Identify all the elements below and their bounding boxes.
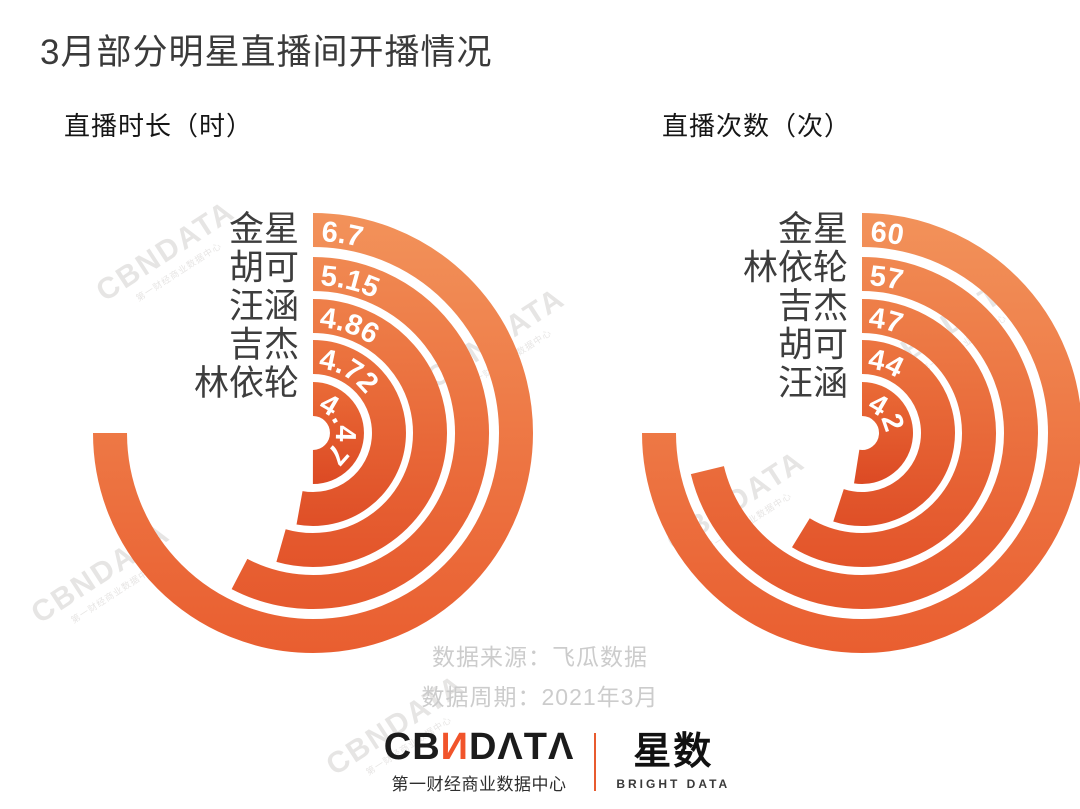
bar-category-label: 吉杰: [229, 326, 299, 365]
cbndata-logo-wordmark: CBИDΛTΛ: [384, 728, 575, 766]
bar-category-label: 林依轮: [194, 364, 299, 403]
bar-category-label: 金星: [778, 210, 848, 249]
radial-bar: [854, 382, 913, 484]
bar-category-label: 汪涵: [778, 364, 848, 403]
cbndata-logo-prefix: CB: [383, 726, 441, 768]
bar-category-label: 吉杰: [778, 287, 848, 326]
page-title: 3月部分明星直播间开播情况: [40, 33, 493, 72]
bar-value-label: 57: [868, 260, 906, 297]
radial-bar: [792, 299, 996, 567]
radial-bar: [93, 213, 533, 653]
radial-bar: [833, 340, 955, 526]
bar-category-label: 金星: [229, 210, 299, 249]
logo-divider: [594, 732, 597, 791]
bar-value-label: 60: [869, 216, 906, 252]
bar-category-label: 胡可: [229, 249, 299, 288]
count-chart-title: 直播次数（次）: [662, 112, 852, 141]
radial-bar: [231, 257, 489, 609]
data-source-note: 数据来源：飞瓜数据: [432, 644, 648, 670]
cbndata-logo-n: И: [440, 726, 469, 768]
cbndata-logo-subtitle: 第一财经商业数据中心: [391, 775, 567, 794]
radial-bar: [296, 340, 406, 526]
star-logo-subtitle: BRIGHT DATA: [616, 776, 731, 791]
radial-bar: [690, 257, 1038, 609]
bar-category-label: 汪涵: [229, 287, 299, 326]
duration-chart-title: 直播时长（时）: [64, 112, 254, 141]
footer-branding: CBИDΛTΛ 第一财经商业数据中心 星数 BRIGHT DATA: [17, 728, 1080, 795]
bar-category-label: 胡可: [778, 326, 848, 365]
radial-bar: [311, 382, 364, 484]
star-logo: 星数 BRIGHT DATA: [616, 733, 730, 791]
cbndata-logo-suffix: DΛTΛ: [468, 726, 575, 768]
radial-bar: [276, 299, 447, 567]
bar-category-label: 林依轮: [743, 249, 848, 288]
star-logo-name: 星数: [633, 730, 714, 773]
cbndata-logo: CBИDΛTΛ 第一财经商业数据中心: [384, 728, 575, 795]
data-period-note: 数据周期：2021年3月: [421, 684, 659, 710]
bar-value-label: 5.15: [319, 260, 383, 305]
radial-bar: [642, 213, 1080, 653]
bar-value-label: 6.7: [320, 216, 366, 254]
